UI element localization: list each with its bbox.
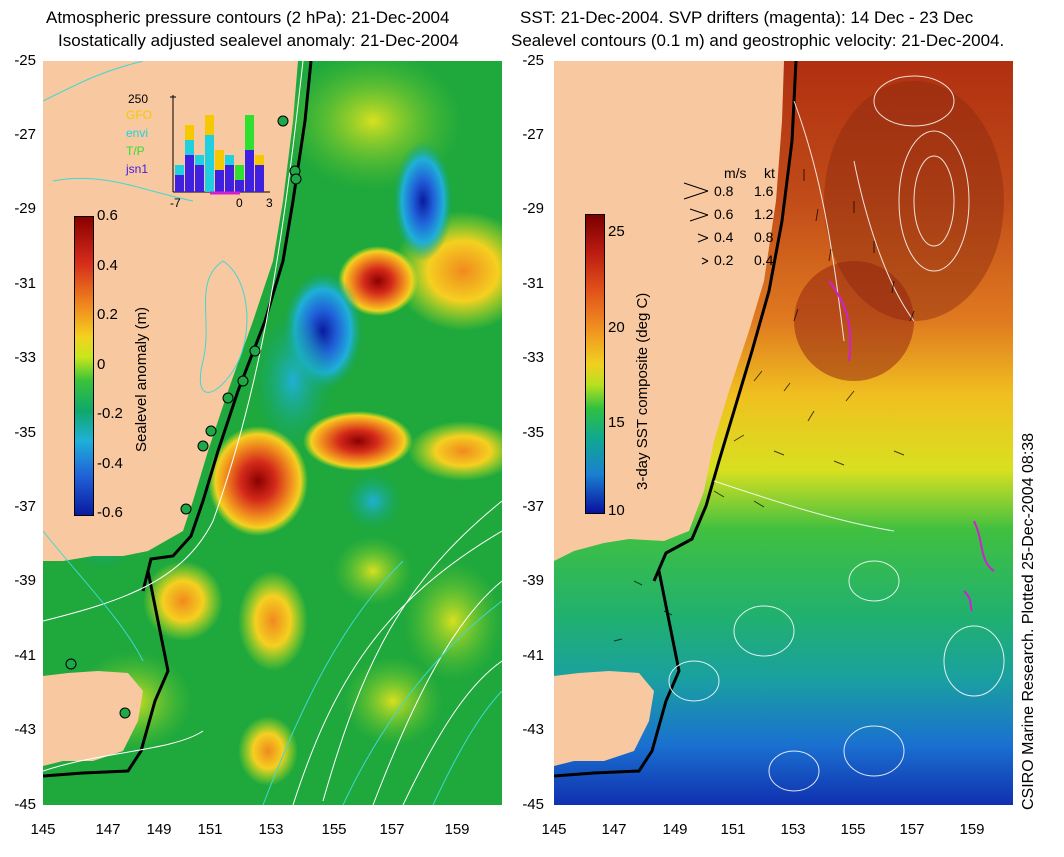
- left-ytick-4: -33: [14, 349, 36, 366]
- left-ytick-8: -41: [14, 647, 36, 664]
- right-sst-map: [554, 61, 1013, 805]
- speed-header-kt: kt: [764, 165, 775, 181]
- speed-header-ms: m/s: [724, 165, 747, 181]
- right-xtick-4: 153: [780, 821, 806, 838]
- left-xtick-2: 149: [146, 821, 172, 838]
- left-ytick-1: -27: [14, 126, 36, 143]
- left-ytick-3: -31: [14, 275, 36, 292]
- inset-legend-tp: T/P: [126, 144, 145, 158]
- left-map-graphic: [43, 61, 502, 805]
- satellite-histogram-inset: 250 GFO envi T/P jsn1 -7 0 3: [118, 90, 278, 210]
- right-xtick-3: 151: [720, 821, 746, 838]
- right-cb-tick-1: 20: [608, 319, 625, 336]
- right-title-line1: SST: 21-Dec-2004. SVP drifters (magenta)…: [520, 8, 974, 27]
- speed-arrow-glyphs: [683, 182, 709, 265]
- inset-bars: [170, 95, 270, 195]
- left-sealevel-map: [43, 61, 502, 805]
- left-ytick-5: -35: [14, 424, 36, 441]
- right-ytick-2: -29: [522, 200, 544, 217]
- velocity-scale-legend: m/s kt 0.8 1.6 0.6 1.2 0.4 0.8 0.2 0.4: [680, 165, 800, 275]
- left-ytick-7: -39: [14, 572, 36, 589]
- left-cb-tick-6: -0.6: [97, 504, 123, 521]
- right-cb-tick-0: 25: [608, 223, 625, 240]
- left-ytick-10: -45: [14, 796, 36, 813]
- left-cb-tick-1: 0.4: [97, 257, 118, 274]
- right-xtick-6: 157: [899, 821, 925, 838]
- inset-legend-gfo: GFO: [126, 108, 152, 122]
- right-ytick-0: -25: [522, 52, 544, 69]
- right-colorbar-label: 3-day SST composite (deg C): [634, 292, 651, 490]
- right-ytick-10: -45: [522, 796, 544, 813]
- right-ytick-3: -31: [522, 275, 544, 292]
- credit-text: CSIRO Marine Research. Plotted 25-Dec-20…: [1020, 432, 1037, 810]
- inset-xtick-2: 3: [266, 196, 273, 210]
- right-colorbar: [585, 214, 605, 514]
- inset-xtick-1: 0: [236, 196, 243, 210]
- right-title-line2: Sealevel contours (0.1 m) and geostrophi…: [511, 31, 1005, 50]
- left-xtick-3: 151: [197, 821, 223, 838]
- inset-legend-jsn1: jsn1: [126, 162, 149, 176]
- right-ytick-6: -37: [522, 498, 544, 515]
- left-cb-tick-3: 0: [97, 356, 106, 373]
- right-ytick-4: -33: [522, 349, 544, 366]
- left-xtick-1: 147: [95, 821, 121, 838]
- left-colorbar-label: Sealevel anomaly (m): [133, 306, 150, 452]
- right-cb-tick-2: 15: [608, 414, 625, 431]
- left-ytick-2: -29: [14, 200, 36, 217]
- inset-legend-envi: envi: [126, 126, 149, 140]
- left-xtick-6: 157: [379, 821, 405, 838]
- right-xtick-5: 155: [840, 821, 866, 838]
- left-ytick-6: -37: [14, 498, 36, 515]
- right-xtick-7: 159: [959, 821, 985, 838]
- inset-top-value: 250: [128, 92, 149, 106]
- left-cb-tick-5: -0.4: [97, 455, 123, 472]
- right-cb-tick-3: 10: [608, 502, 625, 519]
- right-ytick-1: -27: [522, 126, 544, 143]
- speed-row2-kt: 0.8: [754, 229, 774, 245]
- speed-row2-ms: 0.4: [714, 229, 734, 245]
- left-colorbar: [74, 216, 94, 516]
- inset-xtick-0: -7: [170, 196, 181, 210]
- right-ytick-9: -43: [522, 721, 544, 738]
- left-ytick-9: -43: [14, 721, 36, 738]
- right-xtick-0: 145: [541, 821, 567, 838]
- speed-row0-ms: 0.8: [714, 183, 734, 199]
- left-xtick-0: 145: [30, 821, 56, 838]
- right-map-graphic: [554, 61, 1013, 805]
- left-xtick-4: 153: [258, 821, 284, 838]
- left-cb-tick-0: 0.6: [97, 207, 118, 224]
- speed-row3-kt: 0.4: [754, 252, 774, 268]
- speed-row1-kt: 1.2: [754, 206, 774, 222]
- left-cb-tick-4: -0.2: [97, 405, 123, 422]
- right-ytick-8: -41: [522, 647, 544, 664]
- left-xtick-5: 155: [321, 821, 347, 838]
- left-title-line1: Atmospheric pressure contours (2 hPa): 2…: [46, 8, 450, 27]
- right-ytick-7: -39: [522, 572, 544, 589]
- right-xtick-2: 149: [662, 821, 688, 838]
- right-ytick-5: -35: [522, 424, 544, 441]
- right-xtick-1: 147: [601, 821, 627, 838]
- left-cb-tick-2: 0.2: [97, 306, 118, 323]
- left-xtick-7: 159: [444, 821, 470, 838]
- speed-row3-ms: 0.2: [714, 252, 734, 268]
- left-ytick-0: -25: [14, 52, 36, 69]
- speed-row1-ms: 0.6: [714, 206, 734, 222]
- left-title-line2: Isostatically adjusted sealevel anomaly:…: [58, 31, 459, 50]
- speed-row0-kt: 1.6: [754, 183, 774, 199]
